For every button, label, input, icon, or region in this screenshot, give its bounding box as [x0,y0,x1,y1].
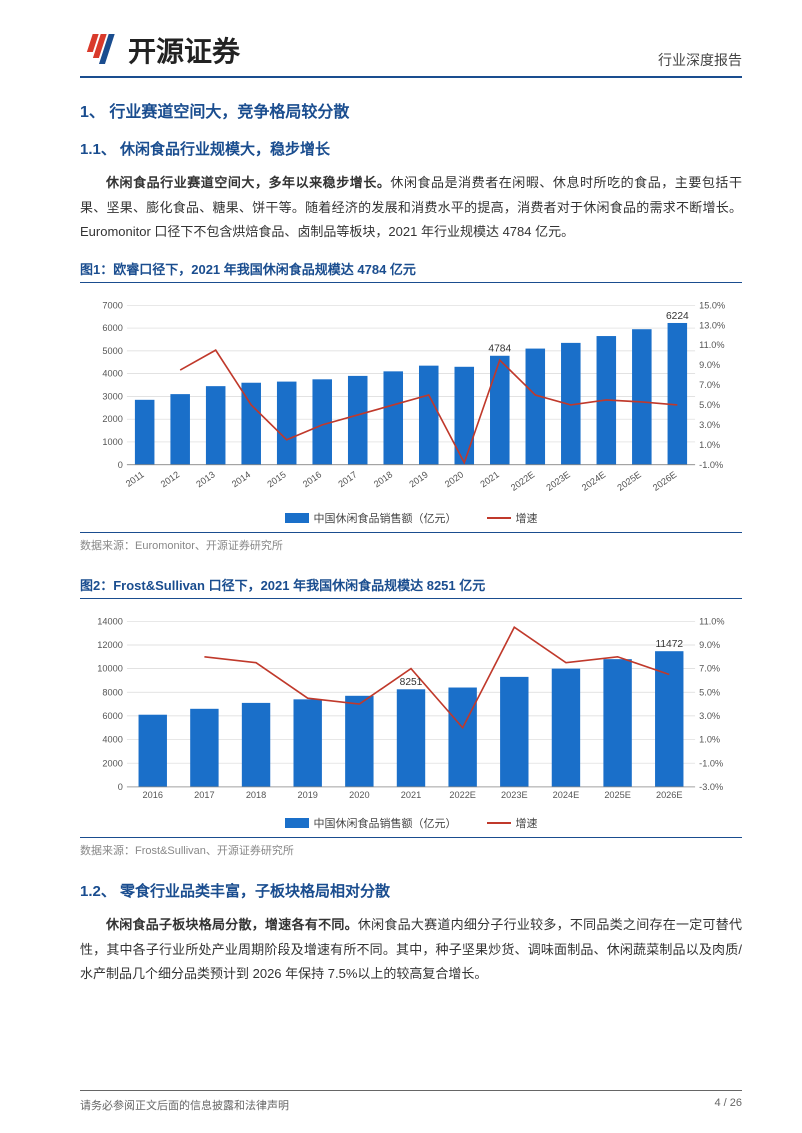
svg-text:2016: 2016 [143,790,163,800]
svg-text:5000: 5000 [102,346,122,356]
page-header: 开源证券 行业深度报告 [80,30,742,78]
svg-text:3000: 3000 [102,392,122,402]
figure-1-title: 图1：欧睿口径下，2021 年我国休闲食品规模达 4784 亿元 [80,259,742,278]
svg-text:1.0%: 1.0% [699,440,720,450]
figure-2-source: 数据来源：Frost&Sullivan、开源证券研究所 [80,842,742,858]
svg-text:2000: 2000 [102,414,122,424]
svg-text:2025E: 2025E [604,790,631,800]
svg-text:9.0%: 9.0% [699,360,720,370]
svg-text:12000: 12000 [97,640,123,650]
legend-bar-swatch [285,513,309,523]
svg-text:4000: 4000 [102,369,122,379]
svg-text:2023E: 2023E [501,790,528,800]
svg-text:0: 0 [118,460,123,470]
svg-text:1.0%: 1.0% [699,734,720,744]
svg-text:0: 0 [118,782,123,792]
section-1-heading: 1、 行业赛道空间大，竞争格局较分散 [80,98,742,122]
svg-text:10000: 10000 [97,663,123,673]
legend-bar-swatch [285,818,309,828]
svg-text:-1.0%: -1.0% [699,460,723,470]
svg-text:9.0%: 9.0% [699,640,720,650]
legend-line-swatch [487,822,511,824]
svg-text:15.0%: 15.0% [699,300,725,310]
svg-text:7.0%: 7.0% [699,380,720,390]
svg-text:1000: 1000 [102,437,122,447]
svg-text:11472: 11472 [655,639,683,650]
svg-text:2017: 2017 [194,790,214,800]
svg-text:8000: 8000 [102,687,122,697]
section-1-2-paragraph: 休闲食品子板块格局分散，增速各有不同。休闲食品大赛道内细分子行业较多，不同品类之… [80,913,742,987]
company-logo: 开源证券 [80,30,240,70]
svg-text:14000: 14000 [97,616,123,626]
footer-disclaimer: 请务必参阅正文后面的信息披露和法律声明 [80,1097,289,1113]
svg-text:6224: 6224 [666,311,689,322]
svg-text:11.0%: 11.0% [699,340,724,350]
svg-text:2021: 2021 [401,790,421,800]
svg-text:2024E: 2024E [553,790,580,800]
report-type: 行业深度报告 [658,50,742,70]
svg-text:2020: 2020 [349,790,369,800]
svg-text:3.0%: 3.0% [699,711,720,721]
logo-icon [80,30,120,70]
svg-text:6000: 6000 [102,711,122,721]
svg-text:7000: 7000 [102,300,122,310]
svg-text:2000: 2000 [102,758,122,768]
section-1-2-heading: 1.2、 零食行业品类丰富，子板块格局相对分散 [80,880,742,901]
svg-text:-1.0%: -1.0% [699,758,723,768]
figure-2-chart: 0 2000 4000 6000 8000 10000 12000 14000 -3.0% -1.… [80,598,742,838]
svg-text:2019: 2019 [297,790,317,800]
figure-1-source: 数据来源：Euromonitor、开源证券研究所 [80,537,742,553]
svg-text:2026E: 2026E [656,790,683,800]
svg-text:4784: 4784 [488,344,511,355]
company-name: 开源证券 [128,30,240,70]
section-1-1-heading: 1.1、 休闲食品行业规模大，稳步增长 [80,138,742,159]
page-number: 4 / 26 [714,1097,742,1113]
svg-text:4000: 4000 [102,734,122,744]
svg-text:5.0%: 5.0% [699,687,720,697]
figure-1-chart: 0 1000 2000 3000 4000 5000 6000 7000 -1.0% 1.0% 3.… [80,282,742,533]
svg-text:3.0%: 3.0% [699,420,720,430]
svg-text:-3.0%: -3.0% [699,782,723,792]
figure-2-title: 图2：Frost&Sullivan 口径下，2021 年我国休闲食品规模达 82… [80,575,742,594]
svg-text:11.0%: 11.0% [699,616,724,626]
svg-text:13.0%: 13.0% [699,320,725,330]
figure-1-legend: 中国休闲食品销售额（亿元） 增速 [84,510,738,526]
svg-text:5.0%: 5.0% [699,400,720,410]
svg-text:2018: 2018 [246,790,266,800]
figure-2-legend: 中国休闲食品销售额（亿元） 增速 [84,815,738,831]
svg-text:7.0%: 7.0% [699,663,720,673]
page-footer: 请务必参阅正文后面的信息披露和法律声明 4 / 26 [80,1090,742,1113]
svg-text:6000: 6000 [102,323,122,333]
svg-text:8251: 8251 [400,677,423,688]
svg-text:2022E: 2022E [449,790,476,800]
section-1-1-paragraph: 休闲食品行业赛道空间大，多年以来稳步增长。休闲食品是消费者在闲暇、休息时所吃的食… [80,171,742,245]
legend-line-swatch [487,517,511,519]
